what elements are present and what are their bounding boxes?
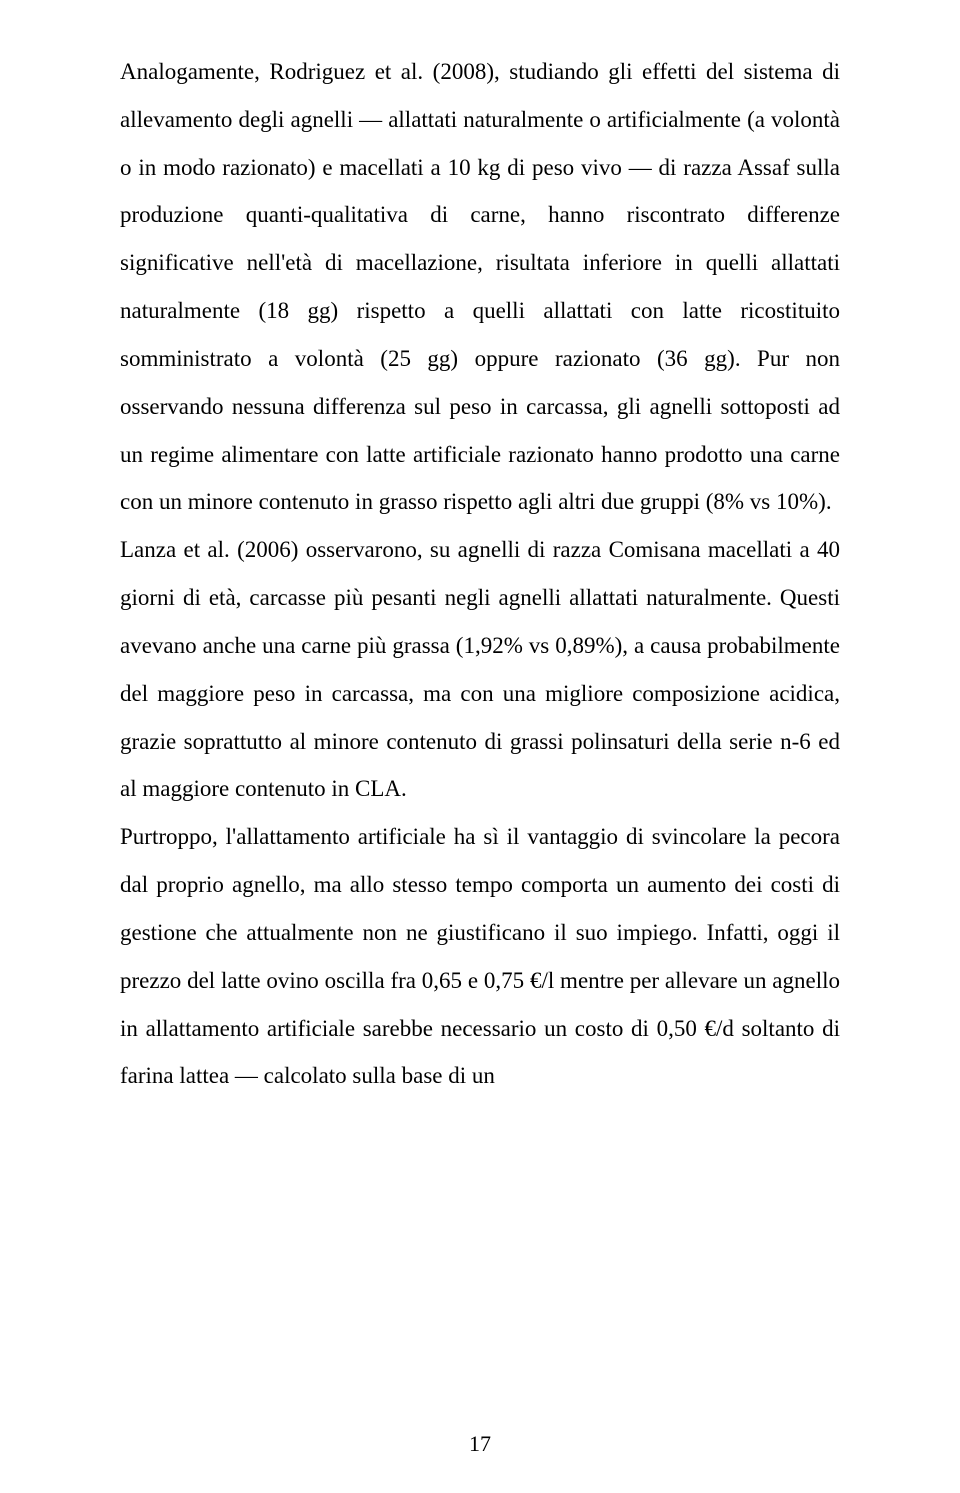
body-text: Analogamente, Rodriguez et al. (2008), s… (120, 48, 840, 1100)
page: Analogamente, Rodriguez et al. (2008), s… (0, 0, 960, 1493)
page-number: 17 (0, 1431, 960, 1457)
